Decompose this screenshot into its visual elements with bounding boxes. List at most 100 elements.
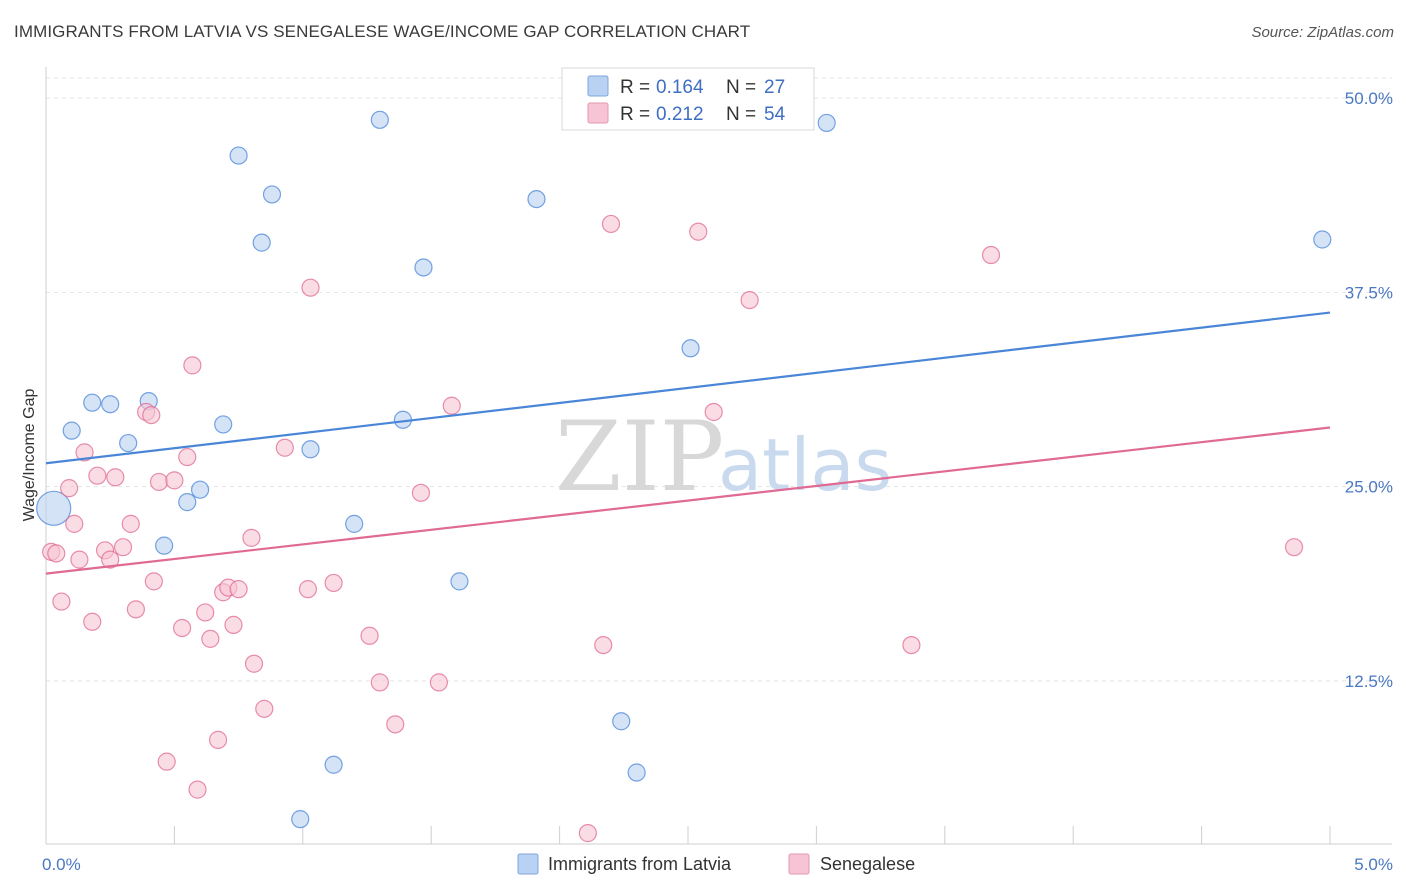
point-series0-1 [62,421,81,440]
gridlines [46,77,1392,682]
legend-r-value-0: 0.164 [656,77,704,98]
point-series1-1 [47,544,66,563]
point-series1-24 [188,780,207,799]
point-series1-20 [165,471,184,490]
point-series1-47 [601,214,621,234]
legend-r-value-1: 0.212 [656,104,704,125]
point-series0-26 [291,810,310,829]
point-series0-15 [370,110,389,129]
point-series1-52 [981,245,1001,265]
point-series1-6 [75,443,94,462]
point-series0-0 [36,490,72,526]
axes [45,67,1392,845]
trend-line-series1 [45,426,1331,575]
y-tick-label-3: 50.0% [1345,89,1393,108]
point-series1-14 [126,600,145,619]
point-series0-14 [345,514,364,533]
legend-swatch-latvia [587,75,609,97]
point-series1-44 [442,396,461,415]
series-legend-swatch-senegalese [788,853,810,875]
point-series1-41 [386,715,405,734]
watermark-zip: ZIP [555,401,724,513]
point-series1-26 [201,629,220,648]
point-series1-50 [740,291,759,310]
series-legend-label-senegalese: Senegalese [820,854,915,874]
point-series1-33 [244,654,264,673]
point-series1-46 [594,635,613,655]
legend-n-value-0: 27 [764,77,785,98]
point-series1-30 [224,615,243,634]
point-series0-21 [627,763,646,782]
point-series0-13 [301,440,320,459]
tick-labels: 12.5% 25.0% 37.5% 50.0% 0.0% 5.0% [42,89,1393,874]
point-series1-13 [121,514,140,533]
legend-swatch-senegalese [587,102,609,124]
y-tick-label-0: 12.5% [1345,672,1393,691]
point-series1-49 [704,402,723,422]
point-series1-31 [229,580,248,599]
point-series1-38 [324,573,343,593]
point-series1-51 [902,635,921,655]
x-tick-label-1: 5.0% [1354,855,1393,874]
point-series0-10 [229,146,248,165]
watermark: ZIP atlas [555,401,892,513]
point-series1-3 [60,479,79,498]
point-series0-7 [178,493,197,512]
legend-r-label-0: R = [620,77,650,98]
point-series0-12 [262,185,282,204]
point-series0-22 [681,339,700,358]
x-tick-label-0: 0.0% [42,855,81,874]
y-axis-label: Wage/Income Gap [21,389,38,522]
point-series1-4 [65,514,84,533]
point-series0-8 [190,480,210,499]
point-series1-10 [101,550,120,569]
point-series1-22 [178,447,197,467]
point-series0-18 [450,572,469,591]
point-series1-12 [113,538,133,557]
y-tick-label-1: 25.0% [1345,478,1393,497]
point-series0-19 [527,189,546,209]
trend-line-series0 [45,311,1331,465]
trend-lines [45,311,1331,575]
point-series1-37 [301,278,320,297]
source-label: Source: ZipAtlas.com [1251,24,1394,41]
point-series1-18 [149,472,169,492]
point-series1-40 [370,673,389,692]
point-series1-23 [183,356,202,375]
series-legend-swatch-latvia [517,853,539,875]
point-series1-27 [208,730,228,749]
point-series1-48 [689,222,708,241]
chart-title: IMMIGRANTS FROM LATVIA VS SENEGALESE WAG… [14,22,751,41]
point-series1-2 [52,592,71,611]
point-series0-3 [101,395,120,414]
point-series0-23 [817,113,836,133]
point-series0-9 [214,415,233,434]
series-legend-label-latvia: Immigrants from Latvia [548,854,732,874]
point-series1-53 [1284,538,1304,557]
point-series1-34 [255,699,274,718]
point-series1-21 [173,618,192,638]
point-series1-7 [83,612,102,631]
series-legend: Immigrants from Latvia Senegalese [517,853,915,875]
point-series1-36 [298,580,318,599]
point-series0-17 [414,258,433,277]
point-series1-43 [429,673,449,692]
legend-n-value-1: 54 [764,104,786,125]
point-series1-39 [360,626,379,645]
point-series0-2 [83,393,102,412]
y-tick-label-2: 37.5% [1345,283,1393,302]
point-series1-19 [157,752,176,771]
point-series1-5 [70,550,89,569]
point-series0-11 [252,233,271,252]
point-series0-25 [324,755,343,774]
point-series0-20 [612,712,631,731]
point-series0-24 [1313,230,1332,249]
point-series1-32 [242,528,261,547]
point-series1-16 [142,405,161,425]
legend-n-label-1: N = [726,104,756,125]
point-series1-25 [196,603,215,622]
point-series1-17 [144,572,163,591]
stats-legend: R = 0.164 N = 27 R = 0.212 N = 54 [561,67,815,131]
legend-n-label-0: N = [726,77,756,98]
